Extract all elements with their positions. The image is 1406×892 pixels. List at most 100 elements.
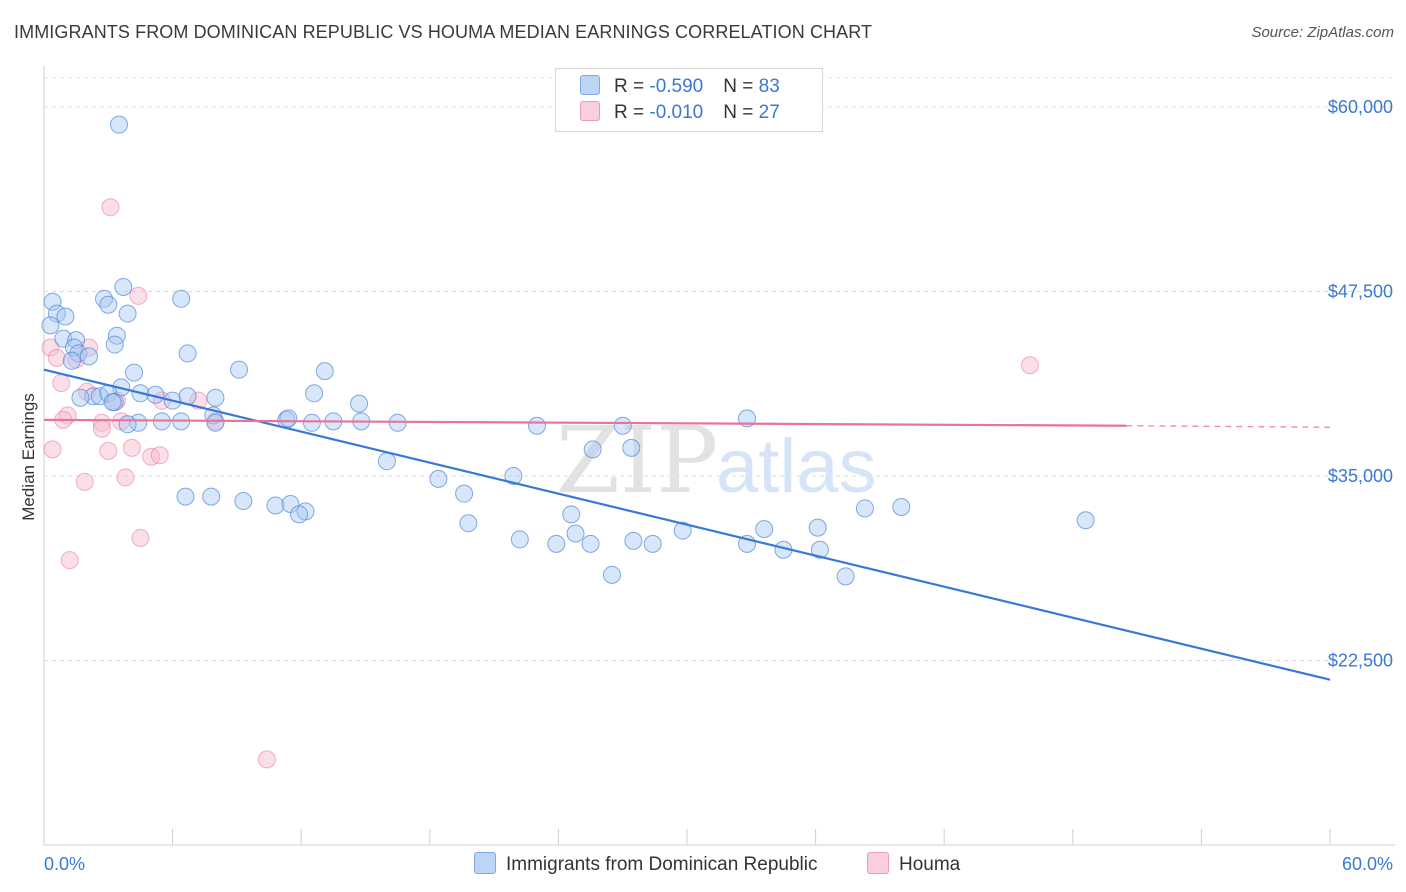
legend-r-label: R = [614, 102, 650, 123]
dominican-point [622, 438, 641, 457]
dominican-point [99, 295, 118, 314]
dominican-point [54, 329, 73, 348]
legend-n-value: 27 [758, 102, 780, 123]
dominican-point [41, 316, 60, 335]
dominican-point [455, 484, 474, 503]
dominican-point [84, 387, 103, 406]
dominican-point [510, 530, 529, 549]
dominican-point [855, 499, 874, 518]
dominican-point [206, 388, 225, 407]
dominican-point [56, 307, 75, 326]
dominican-point [172, 289, 191, 308]
houma-point [131, 528, 150, 547]
houma-point [41, 338, 60, 357]
dominican-point [547, 534, 566, 553]
dominican-point [302, 413, 321, 432]
dominican-point [602, 565, 621, 584]
bottom-legend-label: Immigrants from Dominican Republic [506, 854, 818, 875]
dominican-point [429, 469, 448, 488]
bottom-legend-houma: Houma [867, 852, 960, 876]
dominican-point [80, 347, 99, 366]
dominican-point [892, 497, 911, 516]
houma-points [41, 198, 1039, 769]
dominican-point [43, 292, 62, 311]
dominican-point [562, 505, 581, 524]
dominican-point [176, 487, 195, 506]
dominican-point [581, 534, 600, 553]
dominican-point [350, 394, 369, 413]
houma-point [257, 750, 276, 769]
dominican-point [613, 416, 632, 435]
dominican-point [836, 567, 855, 586]
dominican-point [583, 440, 602, 459]
pink-swatch [580, 101, 600, 121]
y-tick-label: $22,500 [1328, 650, 1393, 670]
y-axis-title: Median Earnings [19, 393, 38, 521]
legend-row-houma: R = -0.010 N = 27 [580, 101, 780, 127]
legend-r-label: R = [614, 76, 650, 97]
source-label: Source: ZipAtlas.com [1251, 24, 1394, 41]
dominican-point [266, 496, 285, 515]
dominican-point [118, 304, 137, 323]
legend-row-dominican: R = -0.590 N = 83 [580, 75, 780, 101]
houma-point [47, 348, 66, 367]
dominican-point [230, 360, 249, 379]
blue-swatch [580, 75, 600, 95]
y-tick-labels: $60,000 $47,500 $35,000 $22,500 [1328, 97, 1393, 671]
dominican-points [41, 115, 1095, 586]
dominican-point [377, 452, 396, 471]
dominican-point [234, 492, 253, 511]
houma-point [52, 373, 71, 392]
houma-point [43, 440, 62, 459]
legend-r-value: -0.590 [649, 76, 704, 97]
houma-point [101, 198, 120, 217]
dominican-point [105, 335, 124, 354]
dominican-point [107, 326, 126, 345]
y-tick-label: $60,000 [1328, 97, 1393, 117]
dominican-point [71, 388, 90, 407]
watermark-atlas: atlas [716, 424, 877, 509]
chart-title: IMMIGRANTS FROM DOMINICAN REPUBLIC VS HO… [14, 22, 873, 42]
dominican-point [624, 531, 643, 550]
houma-trend-extension [1126, 425, 1331, 428]
dominican-point [62, 351, 81, 370]
dominican-point [566, 524, 585, 543]
dominican-point [290, 505, 309, 524]
houma-point [92, 419, 111, 438]
pink-swatch [867, 852, 889, 874]
dominican-point [1076, 511, 1095, 530]
houma-point [92, 413, 111, 432]
dominican-point [810, 540, 829, 559]
dominican-point [206, 413, 225, 432]
blue-swatch [474, 852, 496, 874]
dominican-point [808, 518, 827, 537]
dominican-point [643, 534, 662, 553]
houma-point [75, 472, 94, 491]
houma-point [60, 551, 79, 570]
houma-point [1020, 356, 1039, 375]
bottom-legend-label: Houma [899, 854, 961, 875]
dominican-point [527, 416, 546, 435]
dominican-point [103, 393, 122, 412]
stats-legend: R = -0.590 N = 83 R = -0.010 N = 27 [555, 68, 823, 132]
y-tick-label: $47,500 [1328, 281, 1393, 301]
dominican-point [315, 362, 334, 381]
houma-point [99, 441, 118, 460]
dominican-point [755, 520, 774, 539]
dominican-point [279, 409, 298, 428]
watermark-zip: ZIP [556, 407, 718, 514]
houma-trend-line [43, 418, 1127, 427]
dominican-point [110, 115, 129, 134]
dominican-point [305, 384, 324, 403]
x-tick-label: 60.0% [1342, 854, 1393, 874]
dominican-point [178, 344, 197, 363]
houma-point [150, 446, 169, 465]
houma-point [122, 438, 141, 457]
dominican-point [202, 487, 221, 506]
houma-point [116, 468, 135, 487]
trend-lines [43, 368, 1331, 681]
dominican-point [459, 514, 478, 533]
dominican-point [67, 331, 86, 350]
dominican-point [504, 466, 523, 485]
legend-n-label: N = [723, 76, 759, 97]
